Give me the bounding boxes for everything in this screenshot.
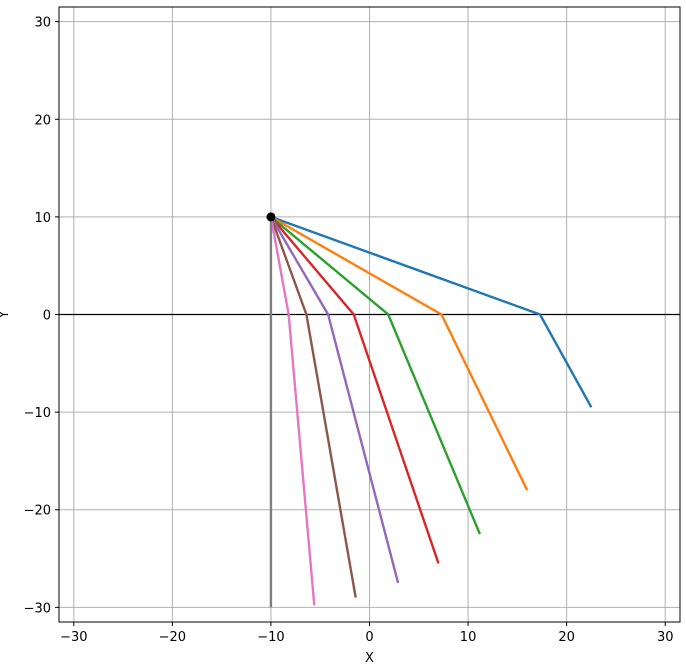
series-line-4 bbox=[269, 216, 400, 584]
x-tick-label-0: −30 bbox=[60, 630, 87, 645]
x-tick-label-1: −20 bbox=[159, 630, 186, 645]
x-tick-label-5: 20 bbox=[558, 630, 575, 645]
series-line-1 bbox=[270, 215, 529, 491]
series-line-2 bbox=[270, 215, 482, 535]
x-axis-label: X bbox=[365, 651, 374, 666]
series-lines bbox=[269, 215, 593, 608]
series-line-6 bbox=[269, 216, 316, 606]
x-tick-label-6: 30 bbox=[657, 630, 674, 645]
series-line-5 bbox=[269, 216, 357, 598]
y-axis-label: Y bbox=[0, 310, 12, 319]
y-tick-label-6: 30 bbox=[34, 16, 51, 31]
x-tick-label-3: 0 bbox=[365, 630, 373, 645]
series-line-0 bbox=[270, 215, 593, 408]
y-tick-label-5: 20 bbox=[34, 113, 51, 128]
y-tick-label-3: 0 bbox=[43, 309, 51, 324]
y-tick-label-2: −10 bbox=[24, 406, 51, 421]
source-marker bbox=[266, 212, 276, 222]
y-tick-label-1: −20 bbox=[24, 504, 51, 519]
x-tick-label-4: 10 bbox=[460, 630, 477, 645]
y-tick-label-0: −30 bbox=[24, 601, 51, 616]
series-line-3 bbox=[270, 216, 440, 564]
y-ticks: −30 −20 −10 0 10 20 30 bbox=[24, 16, 59, 616]
y-tick-label-4: 10 bbox=[34, 211, 51, 226]
source-point bbox=[266, 212, 276, 222]
x-tick-label-2: −10 bbox=[257, 630, 284, 645]
x-ticks: −30 −20 −10 0 10 20 30 bbox=[60, 622, 673, 645]
